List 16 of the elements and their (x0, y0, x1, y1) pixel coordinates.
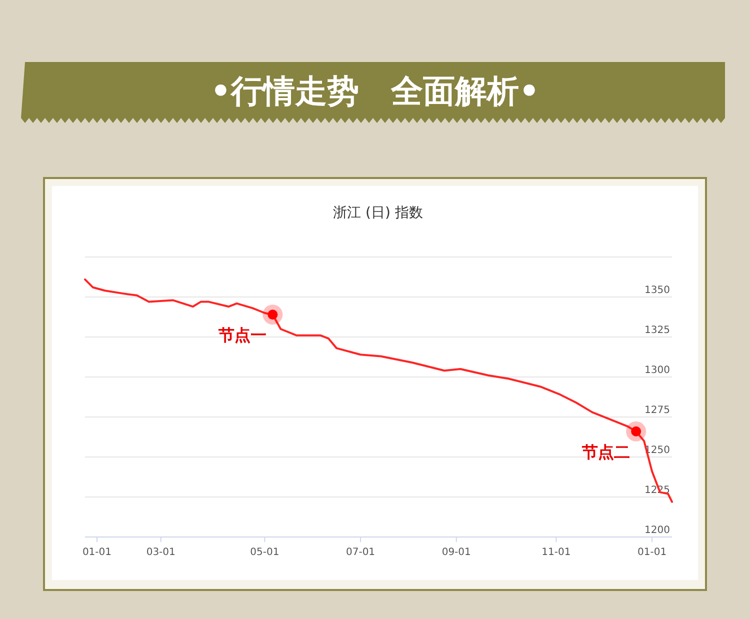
x-tick-label: 07-01 (346, 547, 376, 558)
y-tick-label: 1200 (644, 525, 670, 536)
x-tick-label: 05-01 (250, 547, 280, 558)
chart-title: •行情走势 全面解析• (210, 72, 540, 110)
x-tick-label: 03-01 (146, 547, 176, 558)
x-tick-label: 11-01 (542, 547, 571, 558)
x-tick-label: 01-01 (638, 547, 667, 558)
x-tick-label: 09-01 (442, 547, 471, 558)
y-tick-label: 1350 (644, 285, 670, 296)
chart-subtitle: 浙江 (日) 指数 (333, 205, 423, 221)
x-tick-label: 01-01 (82, 547, 112, 558)
annotation: 节点二 (581, 442, 630, 462)
annotation: 节点一 (218, 326, 267, 345)
y-tick-label: 1275 (644, 405, 670, 416)
y-tick-label: 1300 (644, 365, 670, 376)
y-tick-label: 1325 (644, 325, 670, 336)
